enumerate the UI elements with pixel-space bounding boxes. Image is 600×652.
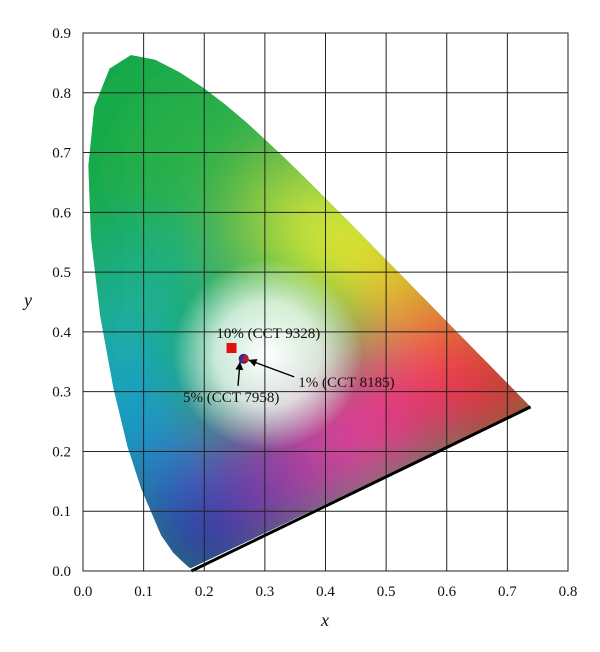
- x-tick-label: 0.0: [74, 584, 93, 600]
- y-tick-label: 0.5: [52, 265, 71, 281]
- plot-area: [82, 32, 569, 573]
- y-tick-label: 0.8: [52, 86, 71, 102]
- plot-frame: [82, 32, 569, 572]
- annotation-arrow-line: [248, 359, 295, 378]
- annotation-arrow-head: [235, 361, 244, 371]
- line-of-purples: [190, 405, 532, 573]
- y-tick-label: 0.3: [52, 385, 71, 401]
- x-tick-label: 0.3: [256, 584, 275, 600]
- x-axis-ticks: 0.0 0.1 0.2 0.3 0.4 0.5 0.6 0.7 0.8: [74, 584, 578, 600]
- annotation-label: 5% (CCT 7958): [183, 390, 279, 406]
- y-axis-label: y: [22, 290, 32, 310]
- color-blob: [88, 226, 207, 347]
- x-tick-label: 0.6: [437, 584, 456, 600]
- y-tick-label: 0.7: [52, 146, 71, 162]
- y-tick-label: 0.4: [52, 325, 71, 341]
- y-tick-label: 0.0: [52, 564, 71, 580]
- annotation-arrow-head: [248, 359, 258, 367]
- y-tick-label: 0.2: [52, 444, 71, 460]
- x-tick-label: 0.7: [498, 584, 517, 600]
- data-point-square: [226, 343, 237, 354]
- y-tick-label: 0.9: [52, 26, 71, 42]
- annotation-label: 10% (CCT 9328): [216, 326, 320, 342]
- x-axis-label: x: [320, 610, 329, 630]
- data-point-triangle: [241, 354, 250, 362]
- white-point-glow: [172, 259, 363, 450]
- x-tick-label: 0.2: [195, 584, 214, 600]
- data-points: [226, 343, 250, 364]
- x-tick-label: 0.1: [134, 584, 153, 600]
- y-tick-label: 0.1: [52, 504, 71, 520]
- x-tick-label: 0.4: [316, 584, 335, 600]
- x-tick-label: 0.5: [377, 584, 396, 600]
- color-blob: [459, 347, 531, 448]
- y-tick-label: 0.6: [52, 205, 71, 221]
- annotation-label: 1% (CCT 8185): [298, 375, 394, 391]
- annotations: 10% (CCT 9328) 5% (CCT 7958) 1% (CCT 8185): [183, 326, 395, 406]
- x-tick-label: 0.8: [559, 584, 578, 600]
- y-axis-ticks: 0.0 0.1 0.2 0.3 0.4 0.5 0.6 0.7 0.8 0.9: [52, 26, 71, 580]
